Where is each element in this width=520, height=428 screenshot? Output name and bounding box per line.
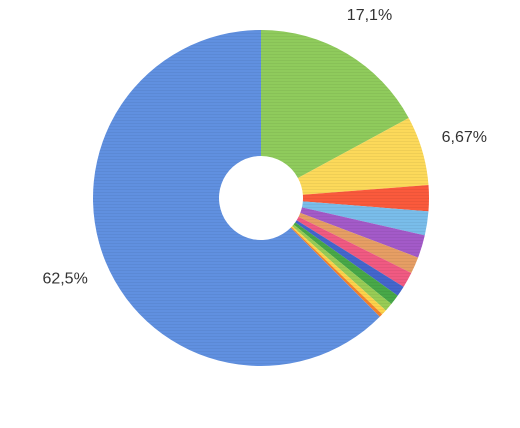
data-label: 62,5% <box>42 270 87 287</box>
data-label: 6,67% <box>442 129 487 146</box>
data-label: 17,1% <box>347 7 392 24</box>
